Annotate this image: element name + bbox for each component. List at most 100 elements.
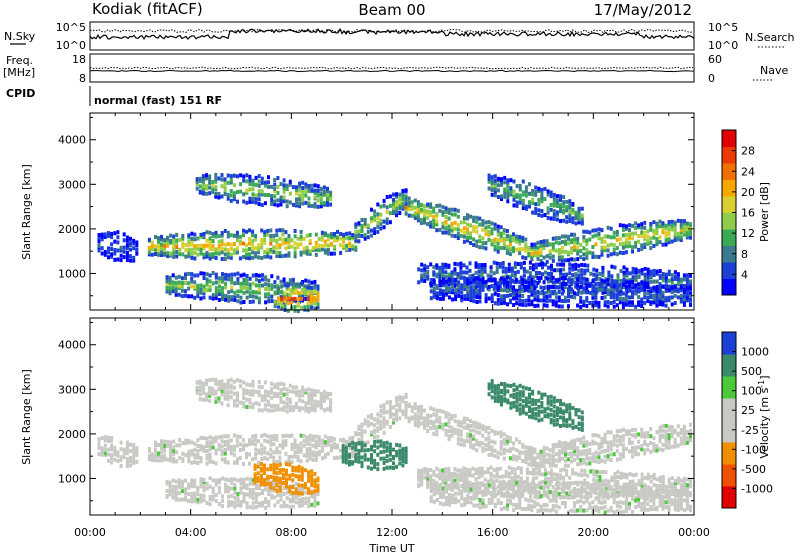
- velocity-echo-cell: [360, 444, 364, 449]
- power-echo-cell: [546, 192, 550, 197]
- velocity-echo-cell: [496, 386, 500, 390]
- power-echo-cell: [239, 281, 243, 286]
- velocity-echo-cell: [259, 473, 263, 478]
- power-echo-cell: [616, 277, 620, 282]
- power-echo-cell: [317, 248, 321, 253]
- velocity-echo-cell: [603, 436, 607, 441]
- velocity-echo-cell: [518, 397, 522, 402]
- power-echo-cell: [631, 283, 635, 288]
- velocity-echo-cell: [242, 447, 245, 452]
- power-echo-cell: [319, 192, 323, 197]
- velocity-echo-cell: [531, 415, 535, 420]
- station-title: Kodiak (fitACF): [92, 0, 203, 18]
- velocity-echo-cell: [301, 399, 305, 404]
- velocity-echo-cell: [385, 400, 389, 405]
- power-echo-cell: [472, 291, 476, 295]
- velocity-echo-cell: [456, 481, 460, 486]
- power-echo-cell: [180, 276, 184, 281]
- velocity-echo-cell: [600, 444, 604, 449]
- power-echo-cell: [521, 294, 525, 298]
- power-echo-cell: [559, 194, 562, 199]
- velocity-echo-cell: [205, 486, 209, 491]
- velocity-echo-cell: [373, 439, 377, 444]
- velocity-echo-cell: [525, 471, 529, 476]
- power-echo-cell: [568, 284, 572, 289]
- power-echo-cell: [217, 244, 221, 249]
- power-echo-cell: [426, 202, 430, 207]
- velocity-echo-cell: [459, 424, 463, 429]
- velocity-echo-cell: [503, 388, 507, 393]
- velocity-echo-cell: [341, 443, 345, 448]
- velocity-echo-cell: [513, 475, 517, 480]
- velocity-echo-cell: [363, 418, 367, 423]
- velocity-echo-cell: [291, 472, 295, 477]
- velocity-echo-cell: [323, 453, 327, 458]
- velocity-echo-cell: [150, 454, 154, 459]
- power-echo-cell: [530, 292, 534, 297]
- power-echo-cell: [199, 283, 203, 288]
- velocity-echo-cell: [667, 436, 671, 441]
- power-echo-cell: [239, 295, 243, 300]
- power-echo-cell: [348, 236, 352, 240]
- power-echo-cell: [227, 298, 231, 303]
- velocity-echo-cell: [465, 480, 469, 485]
- velocity-echo-cell: [379, 409, 383, 414]
- velocity-echo-cell: [267, 503, 271, 508]
- velocity-echo-cell: [518, 440, 522, 445]
- power-echo-cell: [441, 277, 445, 282]
- power-echo-cell: [658, 219, 662, 224]
- power-colorbar-swatch: [722, 229, 736, 246]
- power-echo-cell: [248, 294, 252, 299]
- power-echo-cell: [248, 182, 252, 186]
- velocity-echo-cell: [217, 478, 221, 483]
- power-echo-cell: [339, 243, 343, 248]
- velocity-echo-cell: [524, 458, 528, 463]
- power-echo-cell: [472, 294, 476, 299]
- power-echo-cell: [184, 254, 188, 259]
- power-echo-cell: [493, 285, 497, 290]
- power-echo-cell: [579, 299, 583, 304]
- velocity-echo-cell: [395, 464, 399, 469]
- power-echo-cell: [304, 296, 308, 301]
- velocity-echo-cell: [236, 498, 240, 503]
- power-echo-cell: [462, 234, 466, 239]
- velocity-echo-cell: [220, 385, 224, 390]
- velocity-echo-cell: [260, 397, 264, 402]
- velocity-echo-cell: [515, 448, 519, 453]
- velocity-echo-cell: [205, 501, 209, 505]
- power-echo-cell: [229, 193, 233, 198]
- velocity-echo-cell: [326, 442, 330, 447]
- velocity-echo-cell: [273, 385, 277, 390]
- power-echo-cell: [314, 252, 318, 257]
- power-echo-cell: [521, 192, 525, 197]
- power-echo-cell: [679, 222, 683, 227]
- velocity-echo-cell: [223, 434, 227, 439]
- velocity-echo-cell: [135, 449, 139, 454]
- power-echo-cell: [637, 300, 641, 305]
- power-echo-cell: [251, 229, 255, 234]
- velocity-echo-cell: [242, 396, 246, 400]
- power-echo-cell: [181, 244, 185, 249]
- velocity-echo-cell: [202, 448, 206, 453]
- power-echo-cell: [205, 272, 209, 277]
- velocity-echo-cell: [591, 439, 595, 444]
- velocity-echo-cell: [282, 504, 286, 509]
- power-echo-cell: [169, 239, 173, 243]
- velocity-echo-cell: [490, 389, 494, 394]
- velocity-echo-cell: [553, 472, 557, 477]
- power-echo-cell: [395, 192, 399, 197]
- power-echo-cell: [493, 226, 497, 231]
- velocity-echo-cell: [444, 432, 448, 437]
- power-echo-cell: [546, 215, 550, 220]
- power-echo-cell: [475, 215, 479, 220]
- power-echo-cell: [432, 206, 436, 211]
- power-echo-cell: [398, 202, 402, 207]
- power-echo-cell: [574, 221, 578, 226]
- power-echo-cell: [348, 247, 352, 252]
- velocity-echo-cell: [546, 412, 550, 417]
- power-echo-cell: [540, 213, 544, 218]
- power-echo-cell: [583, 271, 587, 276]
- velocity-echo-cell: [513, 482, 517, 487]
- power-echo-cell: [555, 217, 559, 222]
- velocity-echo-cell: [113, 457, 117, 462]
